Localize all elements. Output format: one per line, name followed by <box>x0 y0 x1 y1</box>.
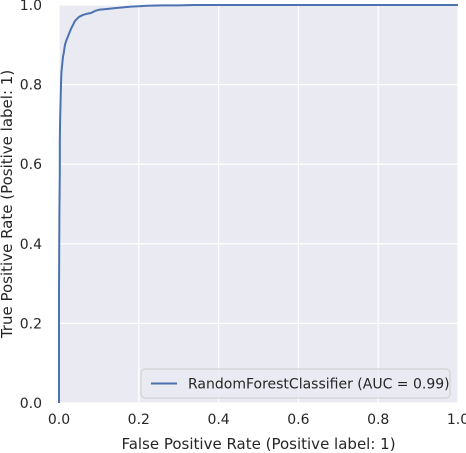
series-group <box>58 4 458 403</box>
tick-labels: 0.0 0.2 0.4 0.6 0.8 1.0 0.0 0.2 0.4 0.6 0.8 1.0 <box>20 0 466 428</box>
y-tick-label: 1.0 <box>20 0 42 14</box>
plot-area <box>59 5 458 403</box>
grid-lines <box>58 4 459 404</box>
y-tick-label: 0.8 <box>20 78 42 94</box>
legend: RandomForestClassifier (AUC = 0.99) <box>140 368 451 399</box>
x-tick-label: 0.4 <box>207 412 229 428</box>
x-axis-label: False Positive Rate (Positive label: 1) <box>121 435 395 453</box>
y-tick-label: 0.4 <box>20 237 42 253</box>
y-axis-label: True Positive Rate (Positive label: 1) <box>0 70 16 339</box>
x-tick-label: 1.0 <box>447 412 466 428</box>
roc-curve-line <box>58 4 458 403</box>
y-tick-label: 0.2 <box>20 316 42 332</box>
legend-box <box>140 368 451 399</box>
x-tick-label: 0.0 <box>48 412 70 428</box>
x-tick-label: 0.2 <box>128 412 150 428</box>
x-tick-label: 0.8 <box>367 412 389 428</box>
x-tick-label: 0.6 <box>287 412 309 428</box>
legend-entry-label: RandomForestClassifier (AUC = 0.99) <box>188 377 450 393</box>
y-tick-label: 0.0 <box>20 396 42 412</box>
y-tick-label: 0.6 <box>20 157 42 173</box>
